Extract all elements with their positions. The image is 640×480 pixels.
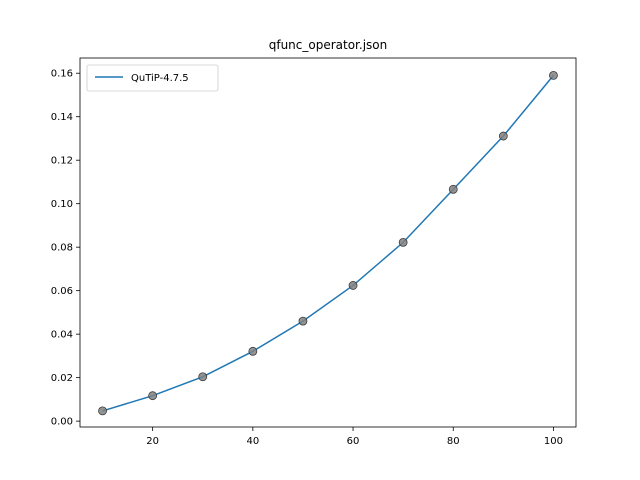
chart-title: qfunc_operator.json xyxy=(269,38,388,52)
legend: QuTiP-4.7.5 xyxy=(86,64,219,92)
y-tick-label: 0.12 xyxy=(51,156,73,167)
data-point xyxy=(248,346,258,356)
y-tick-label: 0.06 xyxy=(51,286,73,297)
x-tick-label: 40 xyxy=(246,436,259,447)
y-tick-label: 0.04 xyxy=(51,330,73,341)
y-tick-label: 0.08 xyxy=(51,243,73,254)
x-tick-label: 80 xyxy=(447,436,460,447)
data-point xyxy=(398,237,408,247)
y-tick-label: 0.00 xyxy=(51,417,73,428)
y-tick-label: 0.14 xyxy=(51,112,73,123)
data-point xyxy=(549,70,558,80)
x-tick-label: 20 xyxy=(146,436,159,447)
series-line xyxy=(102,74,555,412)
data-point xyxy=(348,281,358,290)
y-tick-label: 0.10 xyxy=(51,199,73,210)
legend-label: QuTiP-4.7.5 xyxy=(131,73,189,84)
data-point xyxy=(148,391,158,401)
x-tick-label: 100 xyxy=(544,436,563,447)
x-tick-label: 60 xyxy=(347,436,360,447)
legend-box xyxy=(86,64,219,92)
y-tick-label: 0.16 xyxy=(51,69,73,80)
axes-frame xyxy=(79,57,577,428)
plot-area: 20 40 60 80 100 0.00 0.02 0.04 0.06 0.08 0.10 0.12 0… xyxy=(51,57,577,447)
data-point xyxy=(98,406,107,416)
y-tick-label: 0.02 xyxy=(51,373,73,384)
data-point xyxy=(298,316,308,326)
data-point xyxy=(448,184,458,194)
data-point xyxy=(498,131,508,141)
data-point xyxy=(198,372,208,382)
